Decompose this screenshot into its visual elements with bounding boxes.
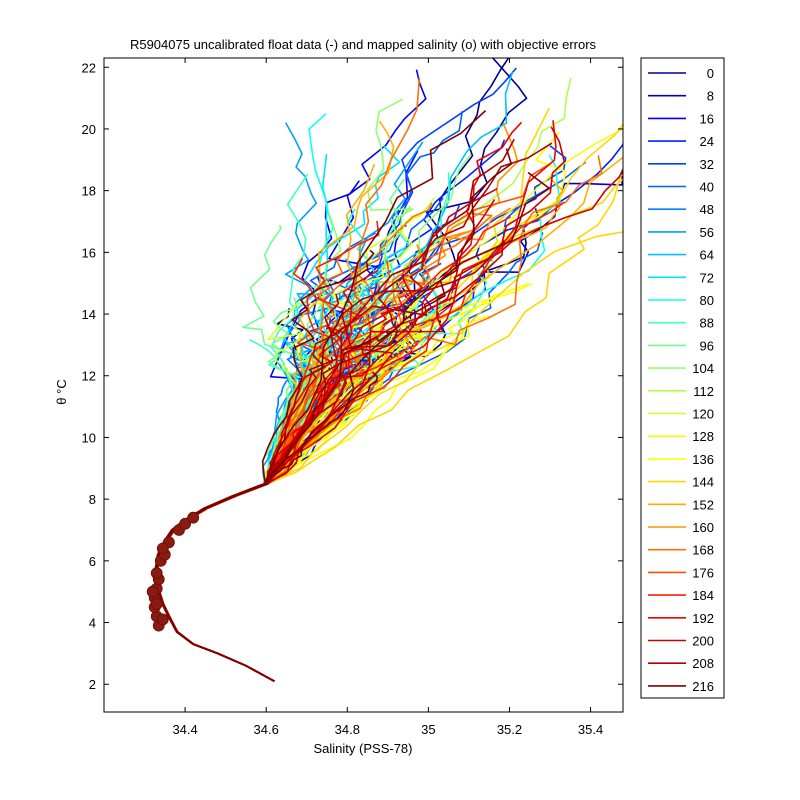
mapped-salinity-point <box>156 542 169 555</box>
x-axis-label: Salinity (PSS-78) <box>314 741 413 756</box>
legend-label: 64 <box>700 248 714 263</box>
mapped-salinity-point <box>179 517 191 530</box>
plot-content <box>146 58 623 682</box>
legend-box <box>640 57 725 699</box>
legend-label: 144 <box>692 475 714 490</box>
legend-label: 128 <box>692 429 714 444</box>
mapped-salinity-point <box>150 598 163 610</box>
mapped-salinity-point <box>187 511 200 524</box>
y-tick-label: 4 <box>89 616 96 631</box>
legend-label: 160 <box>692 520 714 535</box>
legend-label: 48 <box>700 202 714 217</box>
mapped-salinity-point <box>150 567 163 580</box>
x-tick-label: 35.4 <box>578 722 603 737</box>
x-tick-label: 34.8 <box>335 722 360 737</box>
y-tick-label: 12 <box>82 369 96 384</box>
legend-label: 208 <box>692 656 714 671</box>
y-tick-label: 6 <box>89 554 96 569</box>
legend: 0 8 16 24 32 40 48 56 64 72 80 88 96 104 112 120 128 136 1… <box>640 57 725 699</box>
legend-label: 152 <box>692 497 714 512</box>
legend-label: 120 <box>692 407 714 422</box>
mapped-salinity-point <box>146 585 159 598</box>
legend-label: 80 <box>700 293 714 308</box>
legend-label: 0 <box>707 66 714 81</box>
x-tick-label: 35.2 <box>497 722 522 737</box>
legend-label: 192 <box>692 611 714 626</box>
legend-label: 200 <box>692 634 714 649</box>
y-tick-label: 14 <box>82 307 96 322</box>
legend-label: 168 <box>692 543 714 558</box>
legend-label: 8 <box>707 89 714 104</box>
y-tick-label: 8 <box>89 492 96 507</box>
y-tick-label: 10 <box>82 430 96 445</box>
legend-label: 104 <box>692 361 714 376</box>
y-tick-label: 18 <box>82 184 96 199</box>
legend-label: 24 <box>700 134 714 149</box>
legend-label: 72 <box>700 270 714 285</box>
legend-label: 56 <box>700 225 714 240</box>
legend-label: 88 <box>700 316 714 331</box>
legend-label: 176 <box>692 565 714 580</box>
y-tick-label: 16 <box>82 245 96 260</box>
legend-label: 216 <box>692 679 714 694</box>
legend-label: 96 <box>700 338 714 353</box>
legend-label: 16 <box>700 111 714 126</box>
y-tick-label: 22 <box>82 60 96 75</box>
legend-label: 136 <box>692 452 714 467</box>
legend-label: 32 <box>700 157 714 172</box>
mapped-salinity-point <box>156 613 169 626</box>
x-tick-label: 35 <box>421 722 435 737</box>
y-tick-label: 2 <box>89 677 96 692</box>
chart-title: R5904075 uncalibrated float data (-) and… <box>130 37 597 52</box>
legend-label: 112 <box>693 384 714 399</box>
axis-ticks: 34.4 34.6 34.8 35 35.2 35.4 2 4 6 8 10 12 14 16 18 20 22 <box>82 58 623 737</box>
plot-frame <box>103 57 624 713</box>
legend-label: 40 <box>700 180 714 195</box>
y-axis-label: θ °C <box>54 379 69 404</box>
x-tick-label: 34.4 <box>172 722 197 737</box>
legend-label: 184 <box>692 588 714 603</box>
y-tick-label: 20 <box>82 122 96 137</box>
x-tick-label: 34.6 <box>254 722 279 737</box>
